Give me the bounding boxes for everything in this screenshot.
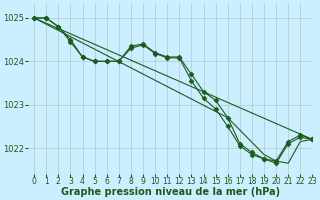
X-axis label: Graphe pression niveau de la mer (hPa): Graphe pression niveau de la mer (hPa) bbox=[61, 187, 280, 197]
